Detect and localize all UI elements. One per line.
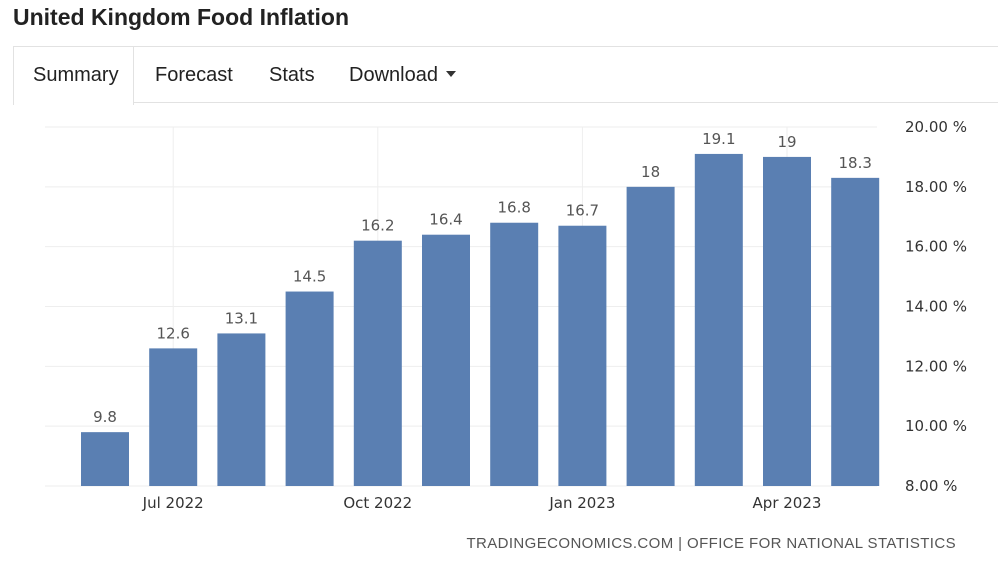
y-tick-label: 12.00 % (905, 357, 967, 375)
bar (626, 186, 675, 486)
bar (831, 177, 880, 486)
bar (285, 291, 334, 486)
bar (217, 333, 266, 486)
page-title: United Kingdom Food Inflation (13, 4, 349, 30)
data-label: 14.5 (293, 268, 326, 286)
data-label: 19 (777, 133, 796, 151)
bar (353, 240, 402, 486)
bar (490, 222, 539, 486)
data-label: 9.8 (93, 408, 117, 426)
x-tick-label: Oct 2022 (343, 494, 412, 512)
tab-summary[interactable]: Summary (13, 47, 134, 105)
bar (694, 153, 743, 487)
y-tick-label: 10.00 % (905, 417, 967, 435)
y-tick-label: 20.00 % (905, 118, 967, 136)
x-tick-label: Jul 2022 (142, 494, 204, 512)
y-tick-label: 18.00 % (905, 178, 967, 196)
data-label: 16.2 (361, 217, 394, 235)
data-label: 18.3 (838, 154, 871, 172)
x-tick-label: Apr 2023 (753, 494, 822, 512)
bar (558, 225, 607, 486)
x-tick-label: Jan 2023 (548, 494, 615, 512)
bar (763, 156, 811, 486)
data-label: 12.6 (156, 324, 189, 342)
tab-download[interactable]: Download (349, 47, 456, 104)
data-label: 16.7 (566, 202, 599, 220)
data-label: 13.1 (225, 309, 258, 327)
y-tick-label: 8.00 % (905, 477, 957, 495)
data-label: 16.4 (429, 211, 462, 229)
y-tick-label: 14.00 % (905, 298, 967, 316)
tab-bar: Summary Forecast Stats Download (13, 46, 998, 105)
chevron-down-icon (445, 70, 456, 77)
bar-chart: 8.00 % 10.00 % 12.00 % 14.00 % 16.00 % 18.00 … (45, 118, 967, 512)
data-label: 19.1 (702, 130, 735, 148)
source-text: TRADINGECONOMICS.COM | OFFICE FOR NATION… (466, 535, 956, 552)
bar (149, 348, 198, 486)
bar (422, 234, 470, 486)
tab-download-label: Download (349, 64, 438, 86)
tab-stats[interactable]: Stats (269, 64, 315, 86)
data-label: 18 (641, 163, 660, 181)
bar (81, 432, 129, 486)
data-label: 16.8 (497, 199, 530, 217)
y-tick-label: 16.00 % (905, 238, 967, 256)
tab-forecast[interactable]: Forecast (155, 64, 233, 86)
